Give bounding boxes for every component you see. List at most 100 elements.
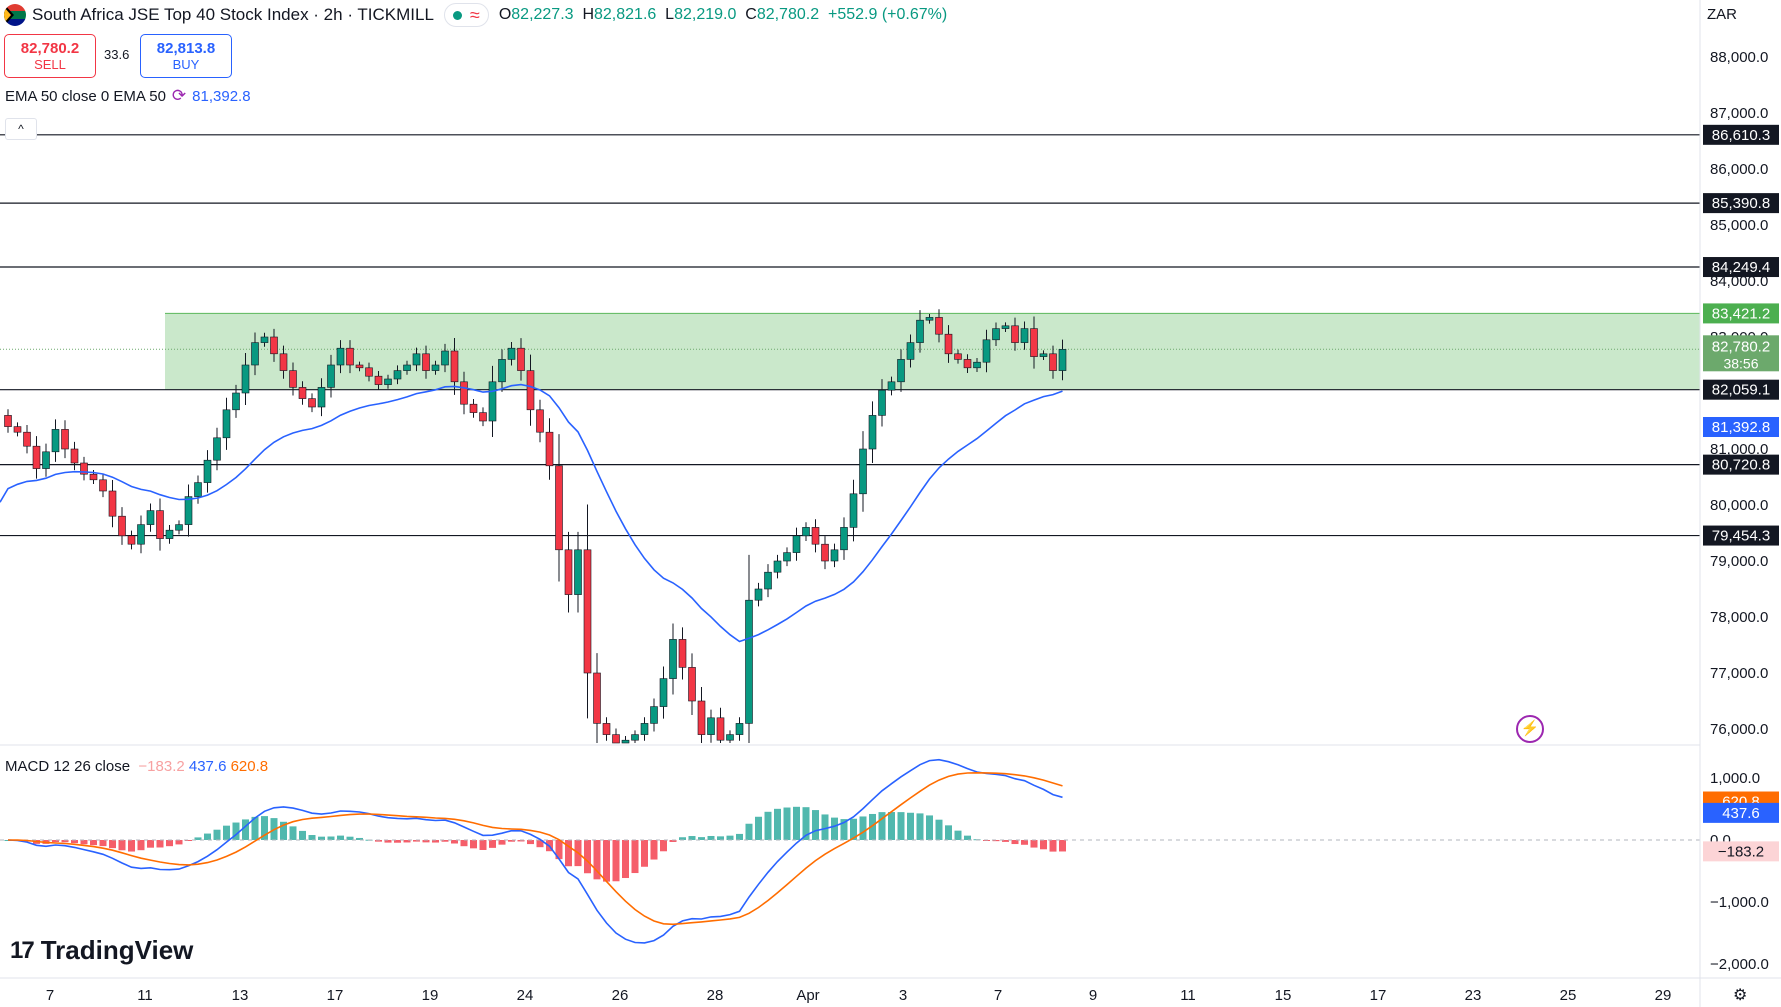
gear-icon[interactable]: ⚙: [1733, 987, 1748, 1004]
candle-up: [631, 734, 639, 741]
macd-hist-bar: [327, 836, 335, 840]
ema-legend[interactable]: EMA 50 close 0 EMA 50 ⟳ 81,392.8: [5, 86, 251, 106]
candle-down: [70, 448, 79, 464]
level-price-label-box: [1703, 525, 1779, 546]
candle-down: [944, 333, 953, 355]
price-tick: 77,000.0: [1710, 665, 1768, 682]
logo-text: TradingView: [40, 935, 194, 965]
level-price-label: 80,720.8: [1712, 457, 1770, 474]
candle-up: [982, 339, 991, 363]
macd-hist-bar: [441, 840, 449, 842]
macd-hist-bar: [850, 818, 857, 840]
macd-hist-bar: [223, 825, 230, 840]
macd-hist-bar: [565, 840, 572, 867]
time-tick: 13: [232, 987, 249, 1004]
candle-up: [384, 378, 392, 385]
level-price-label-box: [1703, 454, 1779, 475]
candle-down: [422, 353, 430, 371]
time-tick: 11: [1180, 987, 1196, 1004]
candle-down: [450, 350, 459, 383]
macd-hist-bar: [479, 840, 487, 850]
macd-hist-bar: [1059, 840, 1066, 852]
macd-hist-bar: [356, 837, 363, 840]
candle-down: [954, 353, 962, 360]
macd-hist-bar: [774, 808, 781, 840]
buy-button[interactable]: 82,813.8 BUY: [140, 34, 232, 78]
candle-up: [868, 415, 877, 450]
cycle-icon[interactable]: ⟳: [171, 86, 187, 105]
price-tick: 79,000.0: [1710, 553, 1768, 570]
macd-hist-bar: [821, 814, 829, 840]
time-tick: 23: [1465, 987, 1482, 1004]
candle-up: [830, 549, 839, 562]
macd-hist-bar: [489, 840, 496, 848]
countdown-label: 38:56: [1723, 355, 1758, 371]
macd-hist-bar: [166, 840, 173, 847]
candle-up: [840, 527, 848, 551]
candle-down: [545, 431, 554, 467]
macd-hist-bar: [375, 840, 382, 842]
macd-hist-bar: [631, 840, 639, 874]
candle-down: [821, 543, 829, 562]
candle-up: [707, 717, 715, 735]
bolt-icon[interactable]: ⚡: [1516, 715, 1544, 743]
level-price-label-box: [1703, 124, 1779, 145]
candle-up: [735, 723, 744, 735]
candle-down: [811, 527, 820, 545]
macd-hist-bar: [527, 840, 534, 845]
macd-line-value: 437.6: [188, 758, 227, 775]
candle-up: [51, 429, 60, 453]
candle-down: [1011, 325, 1019, 343]
zone-price-label-box: [1703, 303, 1779, 324]
macd-legend[interactable]: MACD 12 26 close −183.2 437.6 620.8: [5, 758, 268, 775]
sell-button[interactable]: 82,780.2 SELL: [4, 34, 96, 78]
macd-hist-bar: [299, 830, 306, 840]
open-value: 82,227.3: [511, 6, 574, 23]
price-tick: 76,000.0: [1710, 721, 1768, 738]
candle-up: [222, 409, 231, 439]
macd-hist-bar: [916, 813, 924, 840]
candle-down: [270, 336, 278, 355]
market-status[interactable]: ≈: [443, 3, 489, 27]
sell-label: SELL: [34, 57, 66, 72]
macd-hist-bar: [1040, 840, 1047, 850]
candle-up: [488, 381, 497, 422]
macd-hist-bar: [802, 807, 810, 840]
macd-hist-bar: [232, 822, 240, 840]
macd-hist-value: −183.2: [138, 758, 185, 775]
symbol-title[interactable]: South Africa JSE Top 40 Stock Index · 2h…: [32, 5, 434, 24]
last-price-box: [1703, 335, 1779, 372]
macd-hist-bar: [185, 840, 192, 841]
change-value: +552.9 (+0.67%): [827, 6, 948, 23]
macd-tick: 1,000.0: [1710, 770, 1760, 787]
collapse-legend-button[interactable]: ^: [5, 118, 37, 140]
macd-hist-bar: [451, 840, 458, 844]
price-tick: 84,000.0: [1710, 273, 1768, 290]
time-tick: 15: [1275, 987, 1292, 1004]
time-tick: 26: [612, 987, 629, 1004]
macd-hist-bar: [61, 840, 69, 843]
candle-down: [365, 367, 373, 377]
ohlc-values: O82,227.3 H82,821.6 L82,219.0 C82,780.2 …: [499, 6, 947, 24]
macd-hist-bar: [954, 830, 962, 840]
ema-price-label: 81,392.8: [1712, 419, 1770, 436]
candle-up: [441, 350, 449, 366]
ema-value: 81,392.8: [192, 87, 251, 105]
candle-down: [32, 445, 41, 469]
currency-label[interactable]: ZAR: [1707, 6, 1737, 23]
candle-down: [460, 381, 468, 405]
macd-hist-bar: [945, 825, 952, 840]
candle-down: [156, 510, 164, 539]
time-tick: 17: [1370, 987, 1387, 1004]
macd-hist-bar: [251, 816, 259, 840]
macd-hist-bar: [812, 810, 819, 840]
high-value: 82,821.6: [594, 6, 657, 23]
macd-hist-bar: [831, 817, 838, 840]
candle-up: [764, 571, 772, 590]
candle-down: [289, 370, 297, 388]
time-tick: 7: [46, 987, 54, 1004]
candle-up: [621, 739, 630, 744]
macd-hist-bar: [1021, 840, 1028, 845]
candle-down: [688, 667, 696, 702]
